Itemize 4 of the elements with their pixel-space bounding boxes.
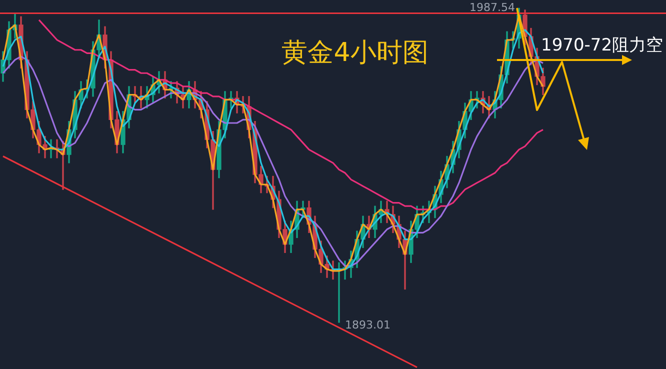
text: 黄金4小时图	[282, 38, 428, 68]
annotation: 1893.01	[345, 318, 390, 332]
annotation: 1987.54	[470, 1, 515, 14]
annotation: 1970-72阻力空	[541, 35, 664, 56]
